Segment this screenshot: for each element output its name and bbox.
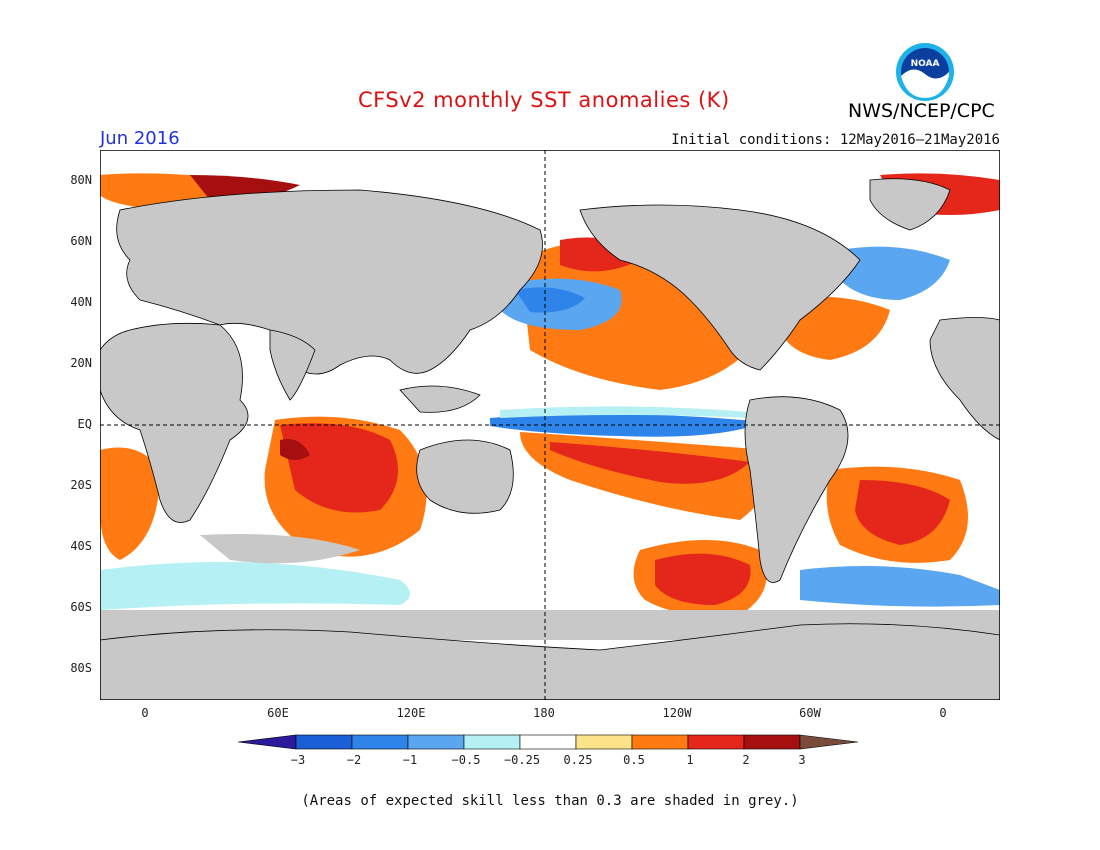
colorbar-bin: [463, 734, 521, 750]
lon-label: 60E: [267, 706, 289, 720]
initial-conditions: Initial conditions: 12May2016–21May2016: [671, 132, 1000, 148]
map-title: CFSv2 monthly SST anomalies (K): [358, 88, 730, 112]
colorbar-label: −2: [346, 753, 362, 767]
colorbar-label: −1: [402, 753, 418, 767]
colorbar-label: 3: [798, 753, 806, 767]
lon-label: 0: [141, 706, 149, 720]
colorbar-bin: [519, 734, 577, 750]
lon-label: 180: [533, 706, 555, 720]
colorbar-label: 0.5: [623, 753, 645, 767]
land: [100, 178, 1000, 700]
lat-label: 60S: [70, 600, 92, 614]
lat-label: 20N: [70, 356, 92, 370]
colorbar-label: −0.25: [503, 753, 541, 767]
colorbar-label: 1: [686, 753, 694, 767]
lon-label: 0: [939, 706, 947, 720]
colorbar-arrow-low: [238, 734, 297, 750]
colorbar-bin: [295, 734, 353, 750]
lon-label: 120E: [396, 706, 426, 720]
lat-label: 40N: [70, 295, 92, 309]
colorbar-bin: [575, 734, 633, 750]
colorbar-arrow-high: [799, 734, 859, 750]
colorbar-bin: [351, 734, 409, 750]
colorbar-bin: [743, 734, 801, 750]
svg-text:NOAA: NOAA: [911, 59, 940, 69]
lon-label: 60W: [799, 706, 821, 720]
lat-label: EQ: [77, 417, 92, 431]
noaa-logo: NOAA: [896, 43, 954, 101]
colorbar-label: 0.25: [563, 753, 593, 767]
colorbar-label: −3: [290, 753, 306, 767]
forecast-month: Jun 2016: [100, 128, 180, 149]
lat-label: 20S: [70, 478, 92, 492]
sst-anomaly-map: [100, 150, 1000, 700]
colorbar-bin: [631, 734, 689, 750]
colorbar-label: −0.5: [451, 753, 481, 767]
lat-label: 60N: [70, 234, 92, 248]
lat-label: 40S: [70, 539, 92, 553]
lat-label: 80S: [70, 661, 92, 675]
colorbar-bin: [407, 734, 465, 750]
colorbar: [238, 734, 859, 750]
org-label: NWS/NCEP/CPC: [848, 100, 995, 122]
skill-footnote: (Areas of expected skill less than 0.3 a…: [301, 793, 799, 809]
lon-label: 120W: [662, 706, 692, 720]
anomaly-field: [100, 173, 1000, 616]
colorbar-bin: [687, 734, 745, 750]
colorbar-label: 2: [742, 753, 750, 767]
lat-label: 80N: [70, 173, 92, 187]
